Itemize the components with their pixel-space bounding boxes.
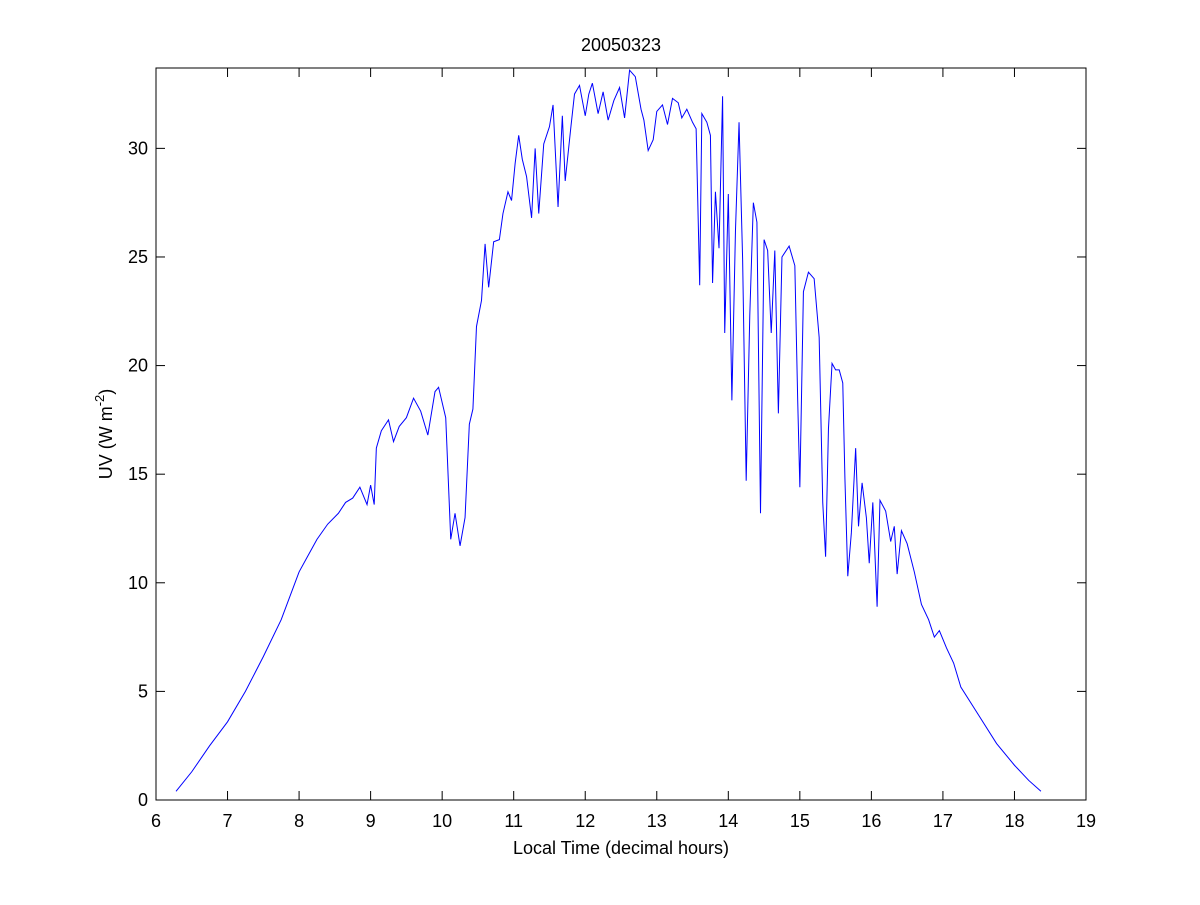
plot-frame	[155, 67, 1087, 801]
y-tick-label: 0	[138, 790, 148, 810]
chart-title: 20050323	[581, 35, 661, 55]
x-tick-label: 17	[933, 811, 953, 831]
x-tick-label: 7	[223, 811, 233, 831]
x-tick-label: 19	[1076, 811, 1096, 831]
x-tick-label: 6	[151, 811, 161, 831]
x-tick-label: 14	[718, 811, 738, 831]
y-tick-label: 25	[128, 247, 148, 267]
x-tick-label: 11	[504, 811, 523, 831]
y-label-suffix: )	[96, 389, 116, 395]
y-axis-label: UV (W m-2)	[92, 389, 116, 480]
x-tick-label: 16	[861, 811, 881, 831]
x-tick-label: 8	[294, 811, 304, 831]
x-tick-label: 9	[366, 811, 376, 831]
y-tick-label: 10	[128, 573, 148, 593]
x-tick-label: 15	[790, 811, 810, 831]
y-tick-label: 15	[128, 464, 148, 484]
x-tick-label: 18	[1004, 811, 1024, 831]
x-tick-label: 10	[432, 811, 452, 831]
y-label-text: UV (W m	[96, 406, 116, 479]
y-tick-label: 30	[128, 138, 148, 158]
data-line	[175, 68, 1042, 792]
y-tick-label: 5	[138, 681, 148, 701]
y-label-superscript: -2	[92, 395, 107, 407]
x-axis-label: Local Time (decimal hours)	[513, 838, 729, 858]
y-tick-label: 20	[128, 356, 148, 376]
x-tick-label: 13	[647, 811, 667, 831]
x-tick-label: 12	[575, 811, 595, 831]
